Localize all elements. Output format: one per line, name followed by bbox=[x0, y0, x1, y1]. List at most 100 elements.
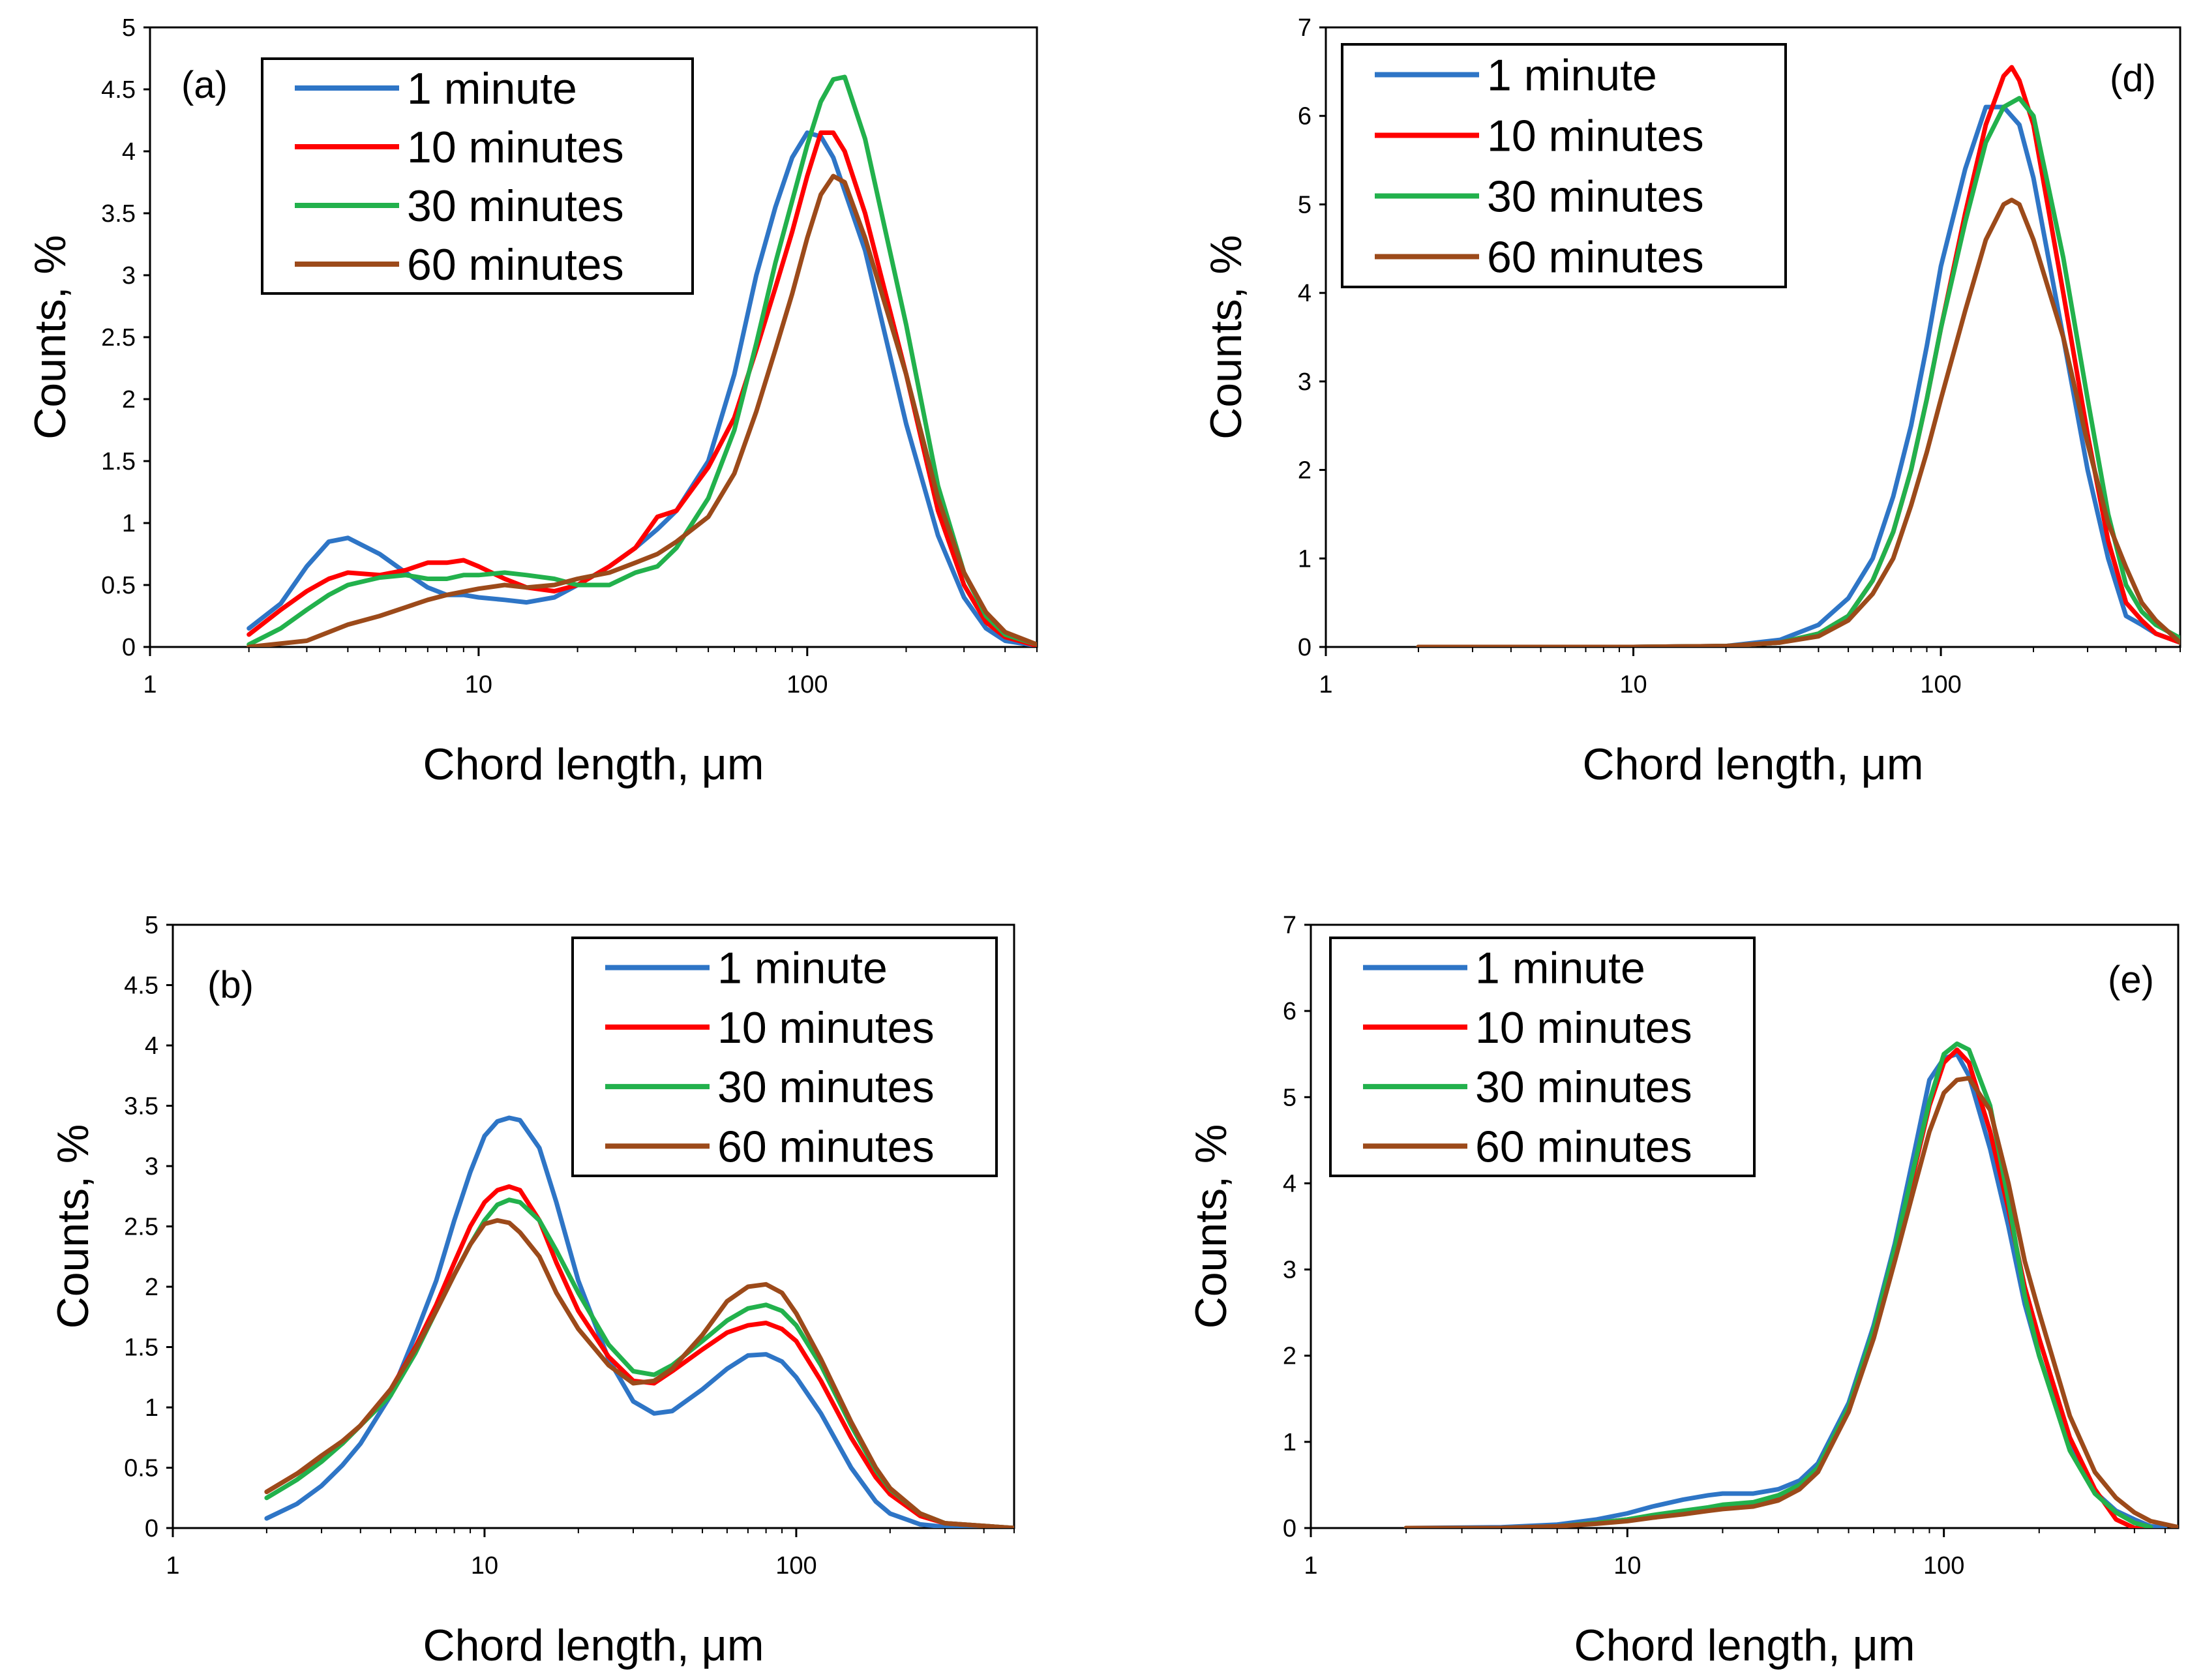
legend-entry-label: 60 minutes bbox=[717, 1122, 935, 1171]
y-tick-label: 4.5 bbox=[124, 972, 158, 1000]
legend-entry-label: 30 minutes bbox=[1475, 1062, 1692, 1112]
x-tick-label: 100 bbox=[1923, 1552, 1964, 1580]
y-tick-label: 0.5 bbox=[124, 1455, 158, 1482]
legend-entry-label: 10 minutes bbox=[717, 1003, 935, 1053]
plot-area-frame bbox=[1310, 923, 2180, 1529]
y-tick-label: 3 bbox=[122, 262, 136, 290]
legend-entry-label: 10 minutes bbox=[1475, 1003, 1692, 1053]
panel-label: (d) bbox=[2110, 57, 2156, 100]
legend-entry-label: 30 minutes bbox=[717, 1062, 935, 1112]
y-tick-label: 3 bbox=[145, 1153, 158, 1180]
legend-entry-label: 30 minutes bbox=[1487, 172, 1704, 222]
x-axis-label: Chord length, μm bbox=[1583, 740, 1924, 789]
y-tick-label: 1 bbox=[145, 1394, 158, 1422]
y-axis-label: Counts, % bbox=[1201, 235, 1251, 440]
x-tick-label: 10 bbox=[471, 1552, 498, 1580]
x-tick-label: 1 bbox=[1304, 1552, 1317, 1580]
series-line-30-minutes bbox=[1403, 1041, 2153, 1528]
legend-box bbox=[261, 57, 694, 295]
y-tick-label: 0 bbox=[122, 634, 136, 661]
legend-entry-label: 1 minute bbox=[1487, 51, 1657, 100]
x-tick-label: 1 bbox=[143, 671, 157, 698]
panel-label: (b) bbox=[207, 964, 254, 1006]
chart-panel-b: 0 0.5 1 1.5 2 2.5 3 3.5 4 4.5 5 1 10 100 Chord length,… bbox=[48, 912, 1015, 1670]
y-tick-label: 5 bbox=[145, 912, 158, 939]
legend-box bbox=[1341, 43, 1787, 288]
x-axis-label: Chord length, μm bbox=[423, 1621, 764, 1670]
y-tick-label: 5 bbox=[1283, 1084, 1296, 1111]
y-tick-label: 4 bbox=[122, 138, 136, 166]
legend-entry-label: 10 minutes bbox=[1487, 112, 1704, 161]
series-line-1-minute bbox=[1416, 104, 2180, 647]
x-tick-label: 100 bbox=[775, 1552, 817, 1580]
y-tick-label: 1 bbox=[122, 510, 136, 537]
y-axis-label: Counts, % bbox=[1186, 1124, 1236, 1329]
y-tick-label: 7 bbox=[1283, 912, 1296, 939]
y-tick-label: 0 bbox=[1283, 1515, 1296, 1542]
y-tick-label: 1.5 bbox=[124, 1334, 158, 1362]
y-tick-label: 1 bbox=[1298, 545, 1311, 573]
legend-entry-label: 60 minutes bbox=[1487, 233, 1704, 282]
chart-panel-a: 0 0.5 1 1.5 2 2.5 3 3.5 4 4.5 5 1 10 100 Chord length,… bbox=[25, 14, 1038, 789]
y-tick-label: 1.5 bbox=[101, 448, 136, 475]
y-axis-label: Counts, % bbox=[48, 1124, 98, 1329]
y-tick-label: 7 bbox=[1298, 14, 1311, 42]
legend-entry-label: 30 minutes bbox=[407, 181, 624, 231]
y-tick-label: 4.5 bbox=[101, 76, 136, 104]
x-tick-label: 100 bbox=[787, 671, 828, 698]
y-tick-label: 4 bbox=[145, 1032, 158, 1060]
series-line-10-minutes bbox=[247, 130, 1037, 647]
legend-entry-label: 1 minute bbox=[1475, 944, 1645, 993]
y-tick-label: 6 bbox=[1298, 103, 1311, 130]
y-tick-label: 2 bbox=[122, 386, 136, 413]
series-line-60-minutes bbox=[247, 173, 1037, 647]
y-tick-label: 3.5 bbox=[124, 1093, 158, 1120]
y-tick-label: 2 bbox=[145, 1274, 158, 1301]
x-tick-label: 10 bbox=[1613, 1552, 1641, 1580]
series-line-60-minutes bbox=[1403, 1075, 2178, 1528]
y-tick-label: 4 bbox=[1283, 1170, 1296, 1197]
x-axis-label: Chord length, μm bbox=[423, 740, 764, 789]
y-tick-label: 6 bbox=[1283, 998, 1296, 1025]
x-tick-label: 10 bbox=[1619, 671, 1647, 698]
y-tick-label: 2.5 bbox=[101, 324, 136, 352]
x-tick-label: 1 bbox=[166, 1552, 179, 1580]
y-tick-label: 0 bbox=[1298, 634, 1311, 661]
y-tick-label: 4 bbox=[1298, 280, 1311, 307]
series-line-60-minutes bbox=[264, 1218, 1014, 1528]
legend-box bbox=[571, 937, 998, 1177]
x-tick-label: 100 bbox=[1920, 671, 1961, 698]
series-line-60-minutes bbox=[1416, 198, 2180, 647]
y-tick-label: 2.5 bbox=[124, 1214, 158, 1241]
y-tick-label: 1 bbox=[1283, 1429, 1296, 1456]
x-tick-label: 10 bbox=[465, 671, 492, 698]
y-tick-label: 0 bbox=[145, 1515, 158, 1542]
series-line-1-minute bbox=[264, 1115, 1014, 1528]
series-line-10-minutes bbox=[264, 1184, 1014, 1528]
panel-label: (e) bbox=[2108, 959, 2154, 1001]
legend-entry-label: 1 minute bbox=[407, 64, 577, 113]
legend-entry-label: 1 minute bbox=[717, 944, 888, 993]
legend-entry-label: 10 minutes bbox=[407, 123, 624, 172]
series-line-30-minutes bbox=[264, 1197, 1014, 1528]
y-tick-label: 5 bbox=[1298, 191, 1311, 218]
series-line-30-minutes bbox=[247, 74, 1037, 647]
plot-area-frame bbox=[1325, 26, 2181, 648]
y-tick-label: 2 bbox=[1283, 1343, 1296, 1370]
series-line-1-minute bbox=[247, 130, 1037, 647]
panel-label: (a) bbox=[181, 64, 228, 106]
y-tick-label: 2 bbox=[1298, 457, 1311, 485]
legend-entry-label: 60 minutes bbox=[407, 240, 624, 290]
y-tick-label: 5 bbox=[122, 14, 136, 42]
x-axis-label: Chord length, μm bbox=[1574, 1621, 1915, 1670]
y-axis-label: Counts, % bbox=[25, 235, 75, 440]
y-tick-label: 3.5 bbox=[101, 200, 136, 228]
y-tick-label: 3 bbox=[1298, 368, 1311, 396]
legend-entry-label: 60 minutes bbox=[1475, 1122, 1692, 1171]
legend-box bbox=[1329, 937, 1756, 1177]
x-tick-label: 1 bbox=[1319, 671, 1332, 698]
y-tick-label: 0.5 bbox=[101, 572, 136, 599]
